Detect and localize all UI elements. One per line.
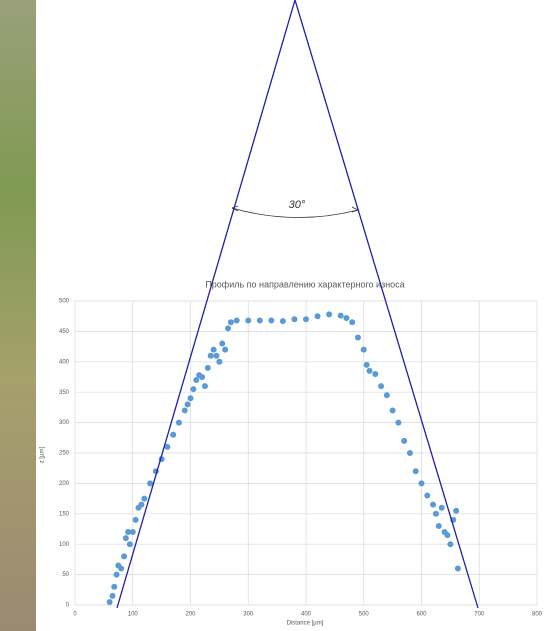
x-tick-label: 500 (359, 612, 370, 618)
data-point (107, 599, 113, 605)
data-point (141, 496, 147, 502)
data-point (202, 383, 208, 389)
data-point (216, 359, 222, 365)
y-tick-label: 500 (59, 299, 70, 305)
data-point (208, 353, 214, 359)
data-point (121, 553, 127, 559)
data-point (355, 334, 361, 340)
data-point (436, 523, 442, 529)
data-point (453, 508, 459, 514)
data-point (326, 311, 332, 317)
y-tick-label: 350 (59, 390, 70, 396)
data-point (364, 362, 370, 368)
chart-title: Профиль по направлению характерного изно… (205, 279, 404, 289)
data-point (182, 407, 188, 413)
y-tick-label: 200 (59, 481, 70, 487)
y-tick-label: 400 (59, 359, 70, 365)
x-tick-label: 800 (532, 612, 543, 618)
data-point (110, 593, 116, 599)
x-tick-label: 300 (243, 612, 254, 618)
y-tick-label: 50 (62, 572, 69, 578)
data-point (303, 316, 309, 322)
data-point (378, 383, 384, 389)
data-point (390, 407, 396, 413)
data-point (315, 313, 321, 319)
data-point (407, 450, 413, 456)
y-axis-label: z [µm] (40, 446, 46, 463)
data-point (127, 541, 133, 547)
data-point (280, 318, 286, 324)
y-tick-label: 450 (59, 329, 70, 335)
data-point (111, 584, 117, 590)
data-point (228, 319, 234, 325)
data-point (185, 401, 191, 407)
plot-area: 0 50 100 150 200 250 300 350 400 450 500 0 100 200 300… (59, 299, 543, 618)
chart: 0 50 100 150 200 250 300 350 400 450 500 0 100 200 300… (0, 0, 555, 631)
data-point (444, 532, 450, 538)
data-point (384, 392, 390, 398)
x-tick-label: 400 (301, 612, 312, 618)
data-point (413, 468, 419, 474)
data-point (245, 317, 251, 323)
data-point (138, 502, 144, 508)
background-photo (0, 0, 36, 631)
x-axis-label: Distance [µm] (287, 621, 324, 627)
data-point (401, 438, 407, 444)
data-point (424, 493, 430, 499)
data-point (130, 529, 136, 535)
data-point (367, 368, 373, 374)
data-point (343, 315, 349, 321)
data-point (268, 317, 274, 323)
x-tick-label: 200 (185, 612, 196, 618)
data-point (213, 353, 219, 359)
data-point (114, 572, 120, 578)
data-point (361, 347, 367, 353)
data-point (433, 511, 439, 517)
data-point (419, 480, 425, 486)
data-point (349, 319, 355, 325)
x-tick-label: 700 (474, 612, 485, 618)
data-point (338, 313, 344, 319)
data-point (211, 347, 217, 353)
angle-line-right (295, 0, 478, 608)
y-tick-label: 250 (59, 451, 70, 457)
data-point (222, 347, 228, 353)
data-point (190, 386, 196, 392)
data-point (395, 420, 401, 426)
x-tick-label: 600 (416, 612, 427, 618)
data-point (123, 535, 129, 541)
data-point (234, 317, 240, 323)
x-tick-label: 0 (73, 612, 77, 618)
y-tick-label: 0 (66, 603, 70, 609)
data-point (455, 566, 461, 572)
x-tick-label: 100 (128, 612, 139, 618)
y-tick-label: 100 (59, 542, 70, 548)
data-point (133, 517, 139, 523)
data-point (439, 505, 445, 511)
data-point (372, 371, 378, 377)
data-point (257, 317, 263, 323)
data-point (219, 341, 225, 347)
page: {"chart_data": {"type": "scatter", "titl… (0, 0, 555, 631)
data-point (225, 325, 231, 331)
data-point (118, 566, 124, 572)
data-point (176, 420, 182, 426)
data-point (430, 502, 436, 508)
angle-line-left (117, 0, 295, 608)
data-point (291, 316, 297, 322)
data-point (205, 365, 211, 371)
data-point (147, 480, 153, 486)
y-tick-label: 150 (59, 511, 70, 517)
data-point (447, 541, 453, 547)
data-point (188, 395, 194, 401)
y-tick-label: 300 (59, 420, 70, 426)
data-point (170, 432, 176, 438)
angle-label: 30° (289, 199, 306, 211)
data-point (199, 374, 205, 380)
